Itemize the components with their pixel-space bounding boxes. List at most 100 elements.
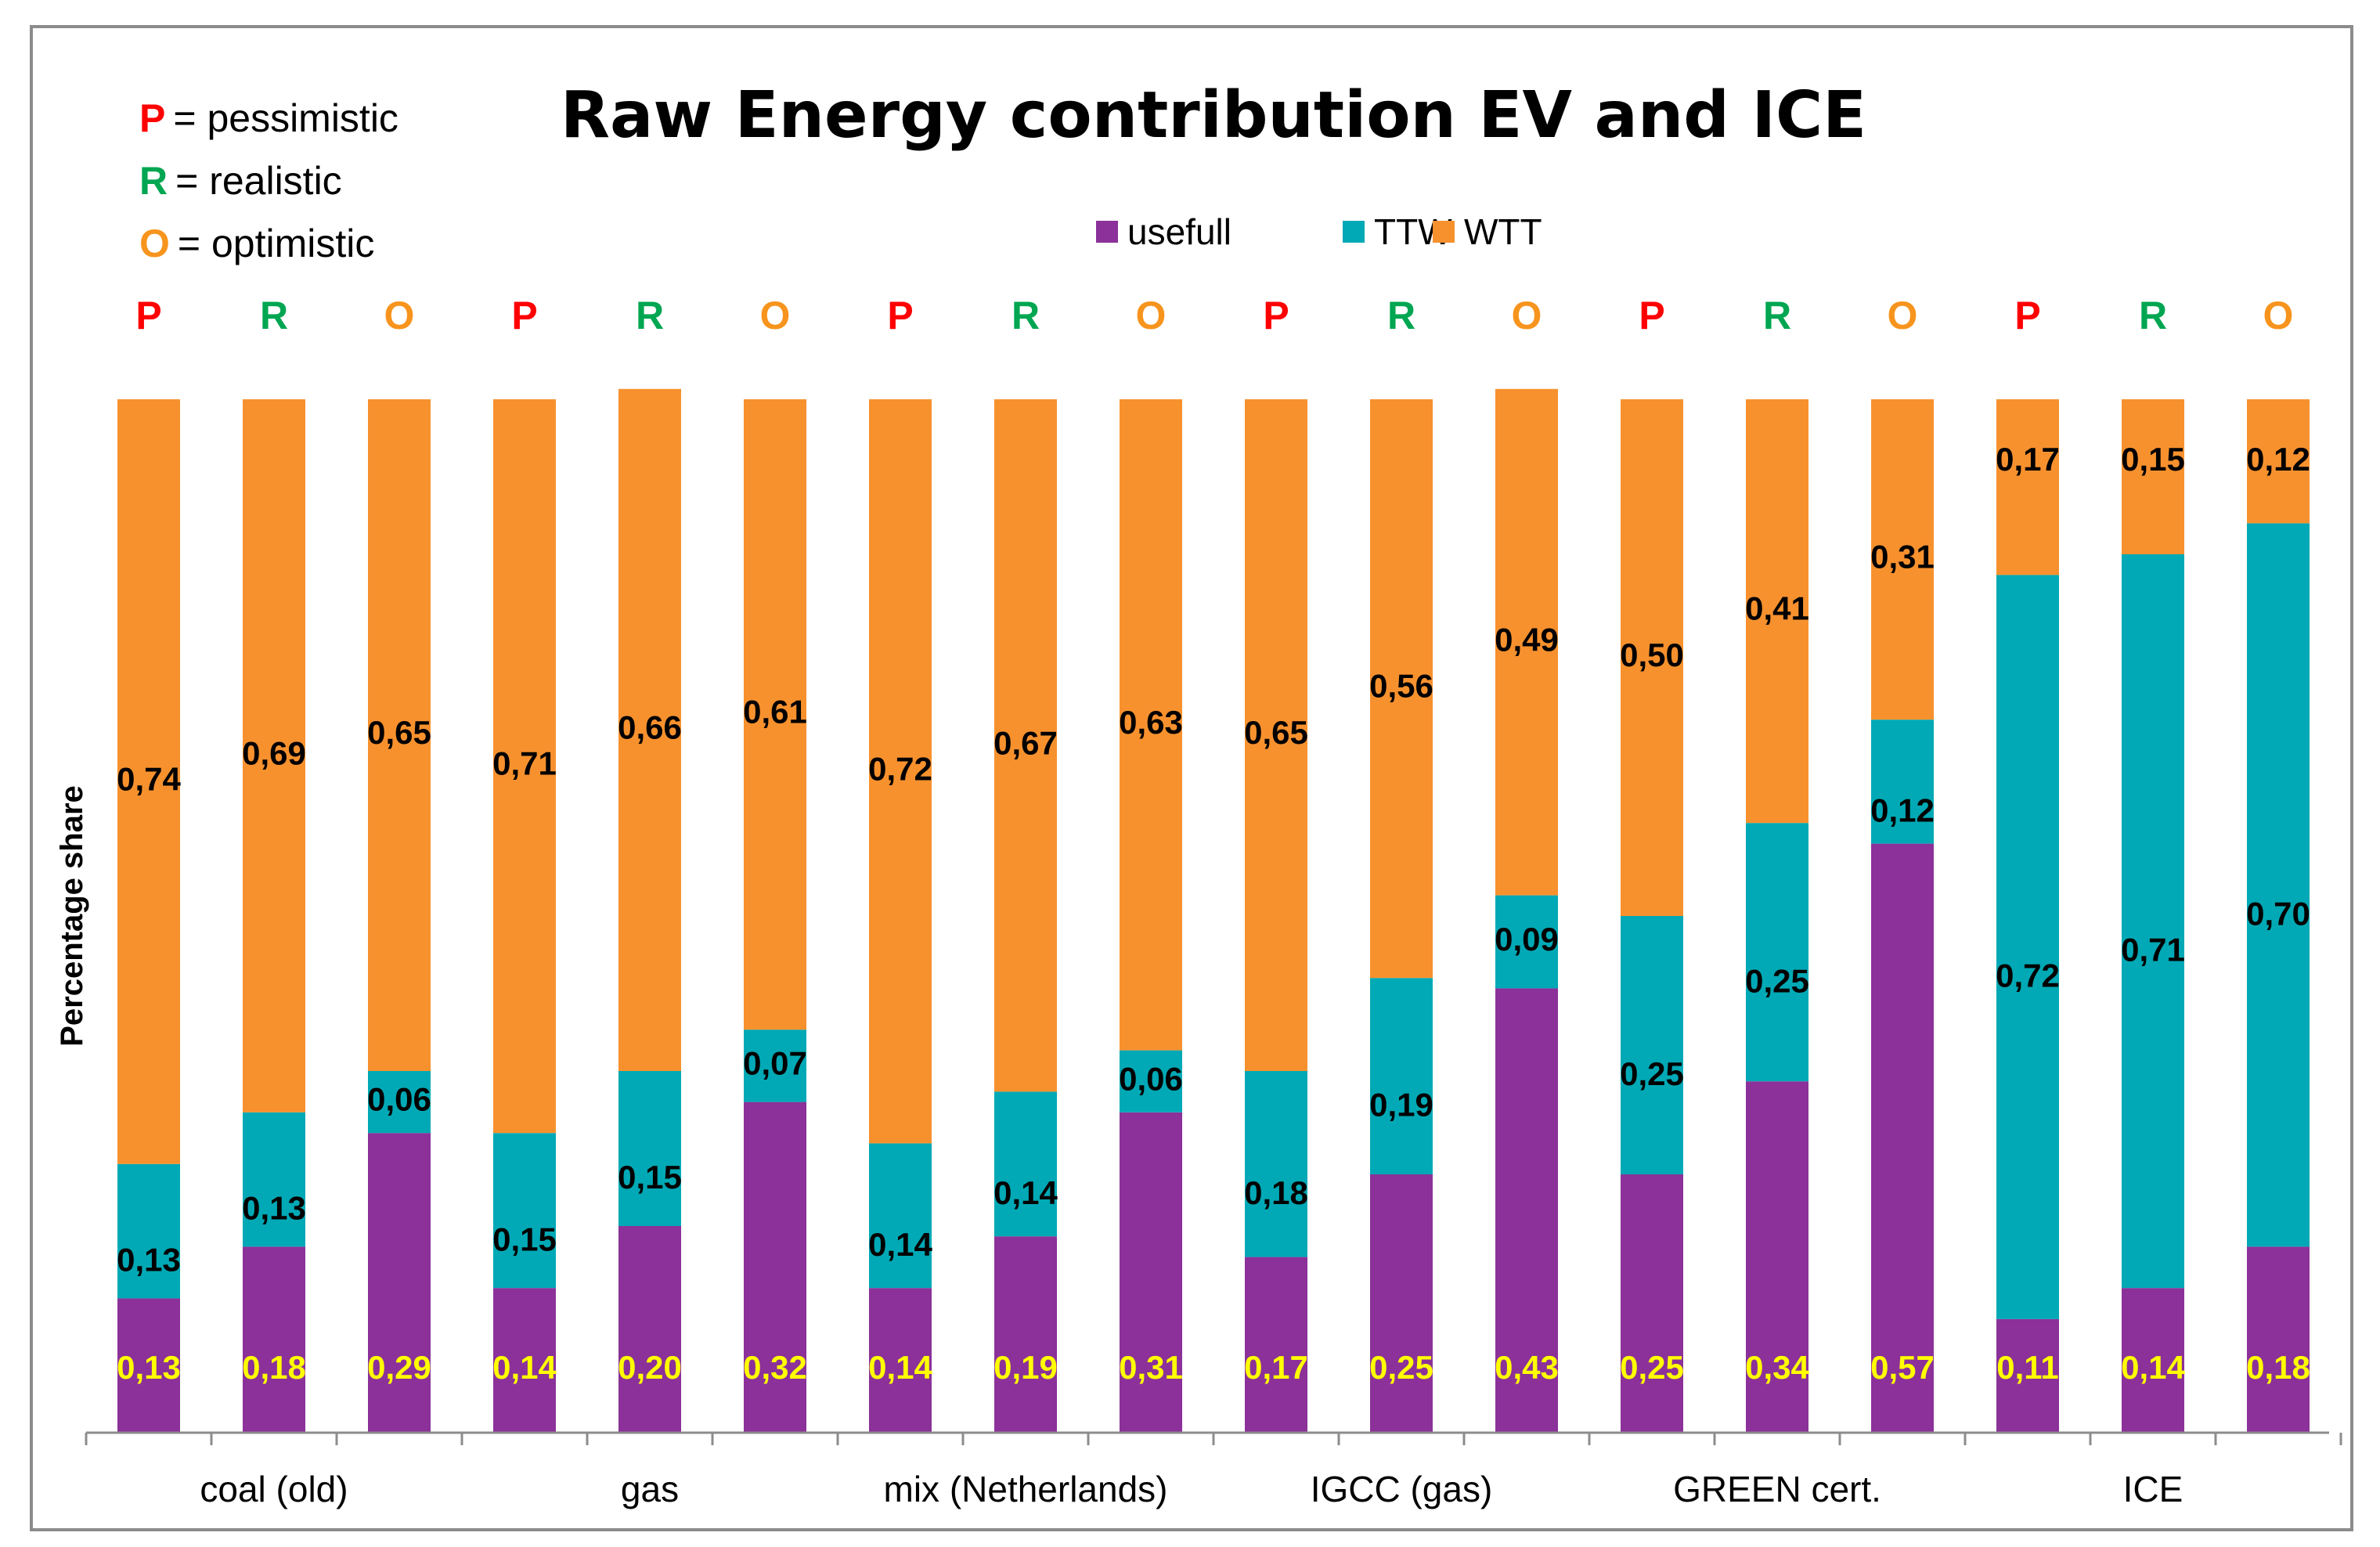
bar-segment-ttw bbox=[1621, 916, 1683, 1174]
scenario-letter: P bbox=[887, 294, 913, 337]
value-label-usefull: 0,34 bbox=[1745, 1349, 1809, 1386]
bar-segment-ttw bbox=[1120, 1050, 1182, 1112]
value-label-ttw: 0,25 bbox=[1745, 962, 1809, 999]
value-label-usefull: 0,14 bbox=[492, 1349, 557, 1386]
x-axis: coal (old) gas mix (Netherlands) IGCC (gas)… bbox=[85, 1431, 2342, 1509]
value-label-usefull: 0,31 bbox=[1119, 1349, 1183, 1386]
bar-segment-wtt bbox=[994, 399, 1057, 1092]
value-label-wtt: 0,41 bbox=[1745, 590, 1809, 627]
value-label-usefull: 0,14 bbox=[2121, 1349, 2185, 1386]
value-label-ttw: 0,14 bbox=[868, 1226, 932, 1263]
value-label-ttw: 0,09 bbox=[1495, 921, 1559, 957]
chart-title: Raw Energy contribution EV and ICE bbox=[561, 78, 1866, 153]
value-label-wtt: 0,49 bbox=[1495, 621, 1559, 658]
bar-segment-usefull bbox=[618, 1226, 681, 1433]
value-label-ttw: 0,14 bbox=[993, 1174, 1058, 1211]
value-label-ttw: 0,12 bbox=[1870, 792, 1935, 828]
bar-segment-usefull bbox=[1996, 1318, 2059, 1433]
value-label-ttw: 0,13 bbox=[242, 1190, 306, 1227]
scenario-key-item-P: P = pessimistic bbox=[139, 96, 398, 140]
value-label-usefull: 0,57 bbox=[1870, 1349, 1935, 1386]
value-label-wtt: 0,65 bbox=[367, 714, 431, 751]
value-label-usefull: 0,20 bbox=[618, 1349, 682, 1386]
bar-segment-ttw bbox=[493, 1133, 556, 1289]
legend-label-usefull: usefull bbox=[1127, 211, 1231, 252]
bar-segment-wtt bbox=[243, 399, 305, 1112]
category-label: mix (Netherlands) bbox=[884, 1469, 1168, 1509]
bar-segment-usefull bbox=[243, 1246, 305, 1433]
value-label-wtt: 0,15 bbox=[2121, 441, 2185, 478]
value-label-ttw: 0,13 bbox=[117, 1242, 181, 1278]
legend-swatch-ttw bbox=[1343, 221, 1365, 243]
bar-segment-usefull bbox=[493, 1288, 556, 1433]
bar-segment-usefull bbox=[1245, 1257, 1307, 1433]
bar-segment-wtt bbox=[1495, 388, 1558, 896]
bar-segment-wtt bbox=[1370, 399, 1433, 979]
value-label-wtt: 0,63 bbox=[1119, 704, 1183, 741]
bar-segment-wtt bbox=[1871, 399, 1934, 720]
bar-segment-ttw bbox=[869, 1143, 932, 1289]
value-label-usefull: 0,18 bbox=[2246, 1349, 2310, 1386]
scenario-key-item-R: R = realistic bbox=[139, 159, 342, 203]
bar-segment-ttw bbox=[368, 1071, 431, 1134]
bar-segment-wtt bbox=[1120, 399, 1182, 1051]
value-label-wtt: 0,74 bbox=[117, 760, 181, 797]
category-label: coal (old) bbox=[200, 1469, 348, 1509]
bar-segment-wtt bbox=[2122, 399, 2184, 554]
value-label-wtt: 0,66 bbox=[618, 709, 682, 745]
legend: usefull TTW WTT bbox=[1096, 211, 1542, 252]
value-label-ttw: 0,18 bbox=[1244, 1174, 1308, 1211]
bar-segment-wtt bbox=[2247, 399, 2310, 524]
bar-segment-ttw bbox=[117, 1163, 180, 1299]
value-label-wtt: 0,65 bbox=[1244, 714, 1308, 751]
bar-segment-usefull bbox=[1746, 1081, 1808, 1433]
value-labels-layer: 0,13 0,13 0,74 0,18 0,13 0,69 0,29 0,06 0,65 0,14… bbox=[117, 441, 2310, 1386]
category-label: GREEN cert. bbox=[1673, 1469, 1881, 1509]
value-label-wtt: 0,72 bbox=[868, 750, 932, 787]
scenario-letter: O bbox=[384, 294, 415, 337]
value-label-usefull: 0,25 bbox=[1369, 1349, 1433, 1386]
bar-segment-ttw bbox=[618, 1071, 681, 1226]
bar-segment-ttw bbox=[1746, 823, 1808, 1082]
value-label-wtt: 0,12 bbox=[2246, 441, 2310, 478]
value-label-wtt: 0,56 bbox=[1369, 668, 1433, 705]
legend-swatch-usefull bbox=[1096, 221, 1118, 243]
bar-segment-ttw bbox=[2247, 523, 2310, 1247]
value-label-wtt: 0,17 bbox=[1996, 441, 2060, 478]
bar-segment-wtt bbox=[1996, 399, 2059, 575]
bar-segment-wtt bbox=[493, 399, 556, 1134]
bar-segment-usefull bbox=[1120, 1112, 1182, 1433]
value-label-usefull: 0,13 bbox=[117, 1349, 181, 1386]
scenario-key-text: = pessimistic bbox=[173, 96, 398, 140]
scenario-letter: R bbox=[2139, 294, 2167, 337]
legend-label-wtt: WTT bbox=[1464, 211, 1542, 252]
scenario-key-item-O: O = optimistic bbox=[139, 222, 374, 265]
value-label-wtt: 0,61 bbox=[743, 694, 807, 730]
scenario-letter: O bbox=[1136, 294, 1167, 337]
value-label-ttw: 0,06 bbox=[367, 1081, 431, 1118]
bar-segment-ttw bbox=[1996, 575, 2059, 1319]
scenario-letter: P bbox=[1639, 294, 1664, 337]
value-label-usefull: 0,18 bbox=[242, 1349, 306, 1386]
scenario-letter: P bbox=[135, 294, 161, 337]
scenario-letter: R bbox=[1387, 294, 1415, 337]
value-label-wtt: 0,69 bbox=[242, 734, 306, 771]
bar-segment-ttw bbox=[1245, 1071, 1307, 1257]
bar-segment-ttw bbox=[243, 1112, 305, 1247]
legend-swatch-wtt bbox=[1433, 221, 1455, 243]
bar-segment-ttw bbox=[1871, 719, 1934, 844]
bar-segment-usefull bbox=[1370, 1174, 1433, 1433]
value-label-usefull: 0,32 bbox=[743, 1349, 807, 1386]
bar-segment-usefull bbox=[1871, 843, 1934, 1433]
scenario-key-letter: P bbox=[139, 96, 165, 140]
value-label-usefull: 0,43 bbox=[1495, 1349, 1559, 1386]
value-label-usefull: 0,11 bbox=[1996, 1349, 2058, 1386]
bar-segment-ttw bbox=[1495, 895, 1558, 989]
scenario-key-letter: O bbox=[139, 222, 170, 265]
category-label: IGCC (gas) bbox=[1311, 1469, 1493, 1509]
value-label-ttw: 0,71 bbox=[2121, 932, 2185, 968]
bar-segment-usefull bbox=[1621, 1174, 1683, 1433]
scenario-key-text: = realistic bbox=[175, 159, 342, 203]
